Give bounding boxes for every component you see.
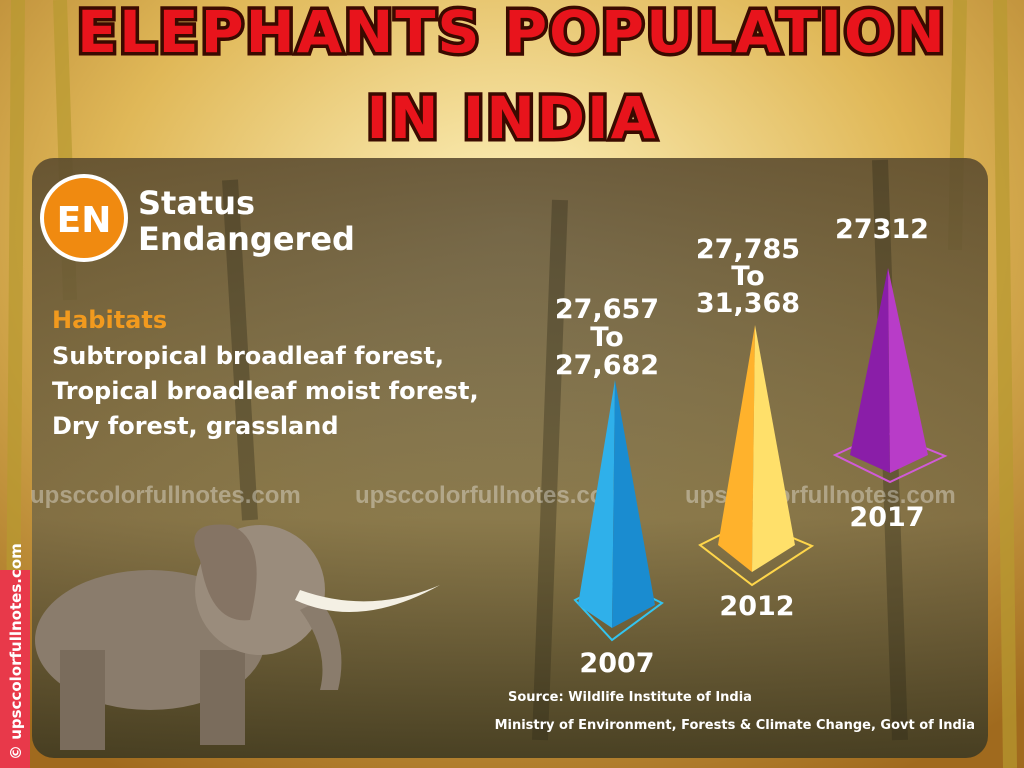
habitat-line: Dry forest, grassland	[52, 412, 339, 440]
estimate-text: 31,368	[696, 288, 800, 319]
watermark: upsccolorfullnotes.com	[355, 482, 626, 509]
status-value: Endangered	[138, 220, 355, 258]
pyramid-2007	[573, 380, 664, 642]
status-badge	[40, 174, 128, 262]
estimate-text: To	[731, 261, 764, 292]
habitats-label: Habitats	[52, 306, 167, 334]
estimate-text: 27,785	[696, 234, 800, 265]
estimate-text: 27,657	[555, 294, 659, 325]
elephant-illustration	[35, 524, 440, 750]
habitat-line: Subtropical broadleaf forest,	[52, 342, 444, 370]
year-label: 2007	[579, 648, 654, 679]
year-label: 2012	[719, 591, 794, 622]
side-watermark: © upsccolorfullnotes.com	[7, 543, 25, 760]
badge-text: EN	[57, 200, 112, 241]
pyramid-2017	[832, 268, 948, 484]
estimate-text: To	[590, 322, 623, 353]
watermark: upsccolorfullnotes.com	[30, 482, 301, 509]
side-banner	[0, 570, 30, 768]
habitat-line: Tropical broadleaf moist forest,	[52, 377, 479, 405]
source-line: Source: Wildlife Institute of India	[508, 690, 752, 705]
title-line: IN INDIA	[366, 84, 657, 152]
source-line: Ministry of Environment, Forests & Clima…	[495, 718, 975, 733]
title-line: ELEPHANTS POPULATION	[77, 0, 947, 66]
estimate-text: 27312	[835, 214, 929, 245]
status-label: Status	[138, 184, 255, 222]
estimate-text: 27,682	[555, 350, 659, 381]
pyramid-2012	[698, 325, 815, 587]
year-label: 2017	[849, 502, 924, 533]
